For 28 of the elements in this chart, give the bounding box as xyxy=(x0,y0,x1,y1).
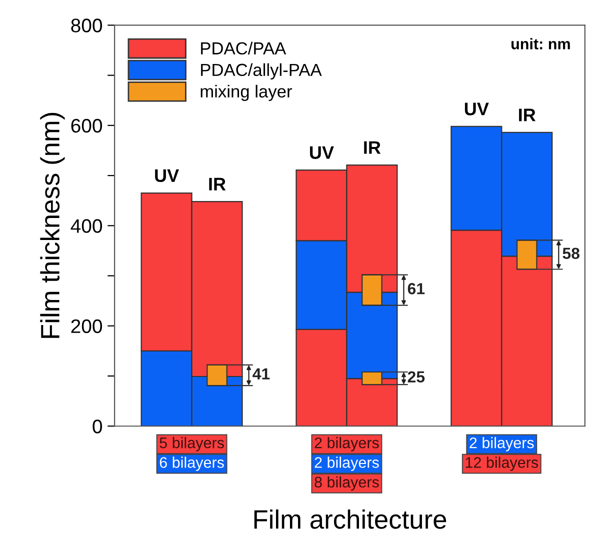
data-label: 41 xyxy=(252,368,270,380)
legend-label: mixing layer xyxy=(200,84,292,102)
y-tick-label: 200 xyxy=(71,319,102,334)
text: 6 bilayers xyxy=(160,456,224,471)
x-tick-label: UV xyxy=(155,169,179,182)
y-axis-title: Film thickness (nm) xyxy=(40,112,65,338)
text: 2 bilayers xyxy=(314,456,379,471)
data-label: 58 xyxy=(562,248,580,260)
data-label: 25 xyxy=(408,371,425,383)
y-tick-label: 400 xyxy=(70,219,102,233)
y-tick-label: 800 xyxy=(71,18,102,32)
x-tick-label: IR xyxy=(209,178,226,190)
text: 8 bilayers xyxy=(314,476,379,491)
x-tick-label: IR xyxy=(519,108,536,122)
data-label: 61 xyxy=(408,283,425,294)
legend-label: PDAC/PAA xyxy=(201,42,286,55)
x-axis-title: Film architecture xyxy=(254,509,446,529)
text: 2 bilayers xyxy=(470,437,534,452)
text: 2 bilayers xyxy=(314,437,379,452)
x-tick-label: UV xyxy=(310,146,334,159)
text: 12 bilayers xyxy=(466,456,538,471)
x-tick-label: UV xyxy=(464,102,489,116)
legend-label: PDAC/allyl-PAA xyxy=(201,63,322,80)
x-tick-label: IR xyxy=(364,141,381,154)
annotation: unit: nm xyxy=(512,38,570,50)
text: 5 bilayers xyxy=(160,437,224,452)
y-tick-label: 0 xyxy=(92,420,102,434)
y-tick-label: 600 xyxy=(71,118,102,133)
